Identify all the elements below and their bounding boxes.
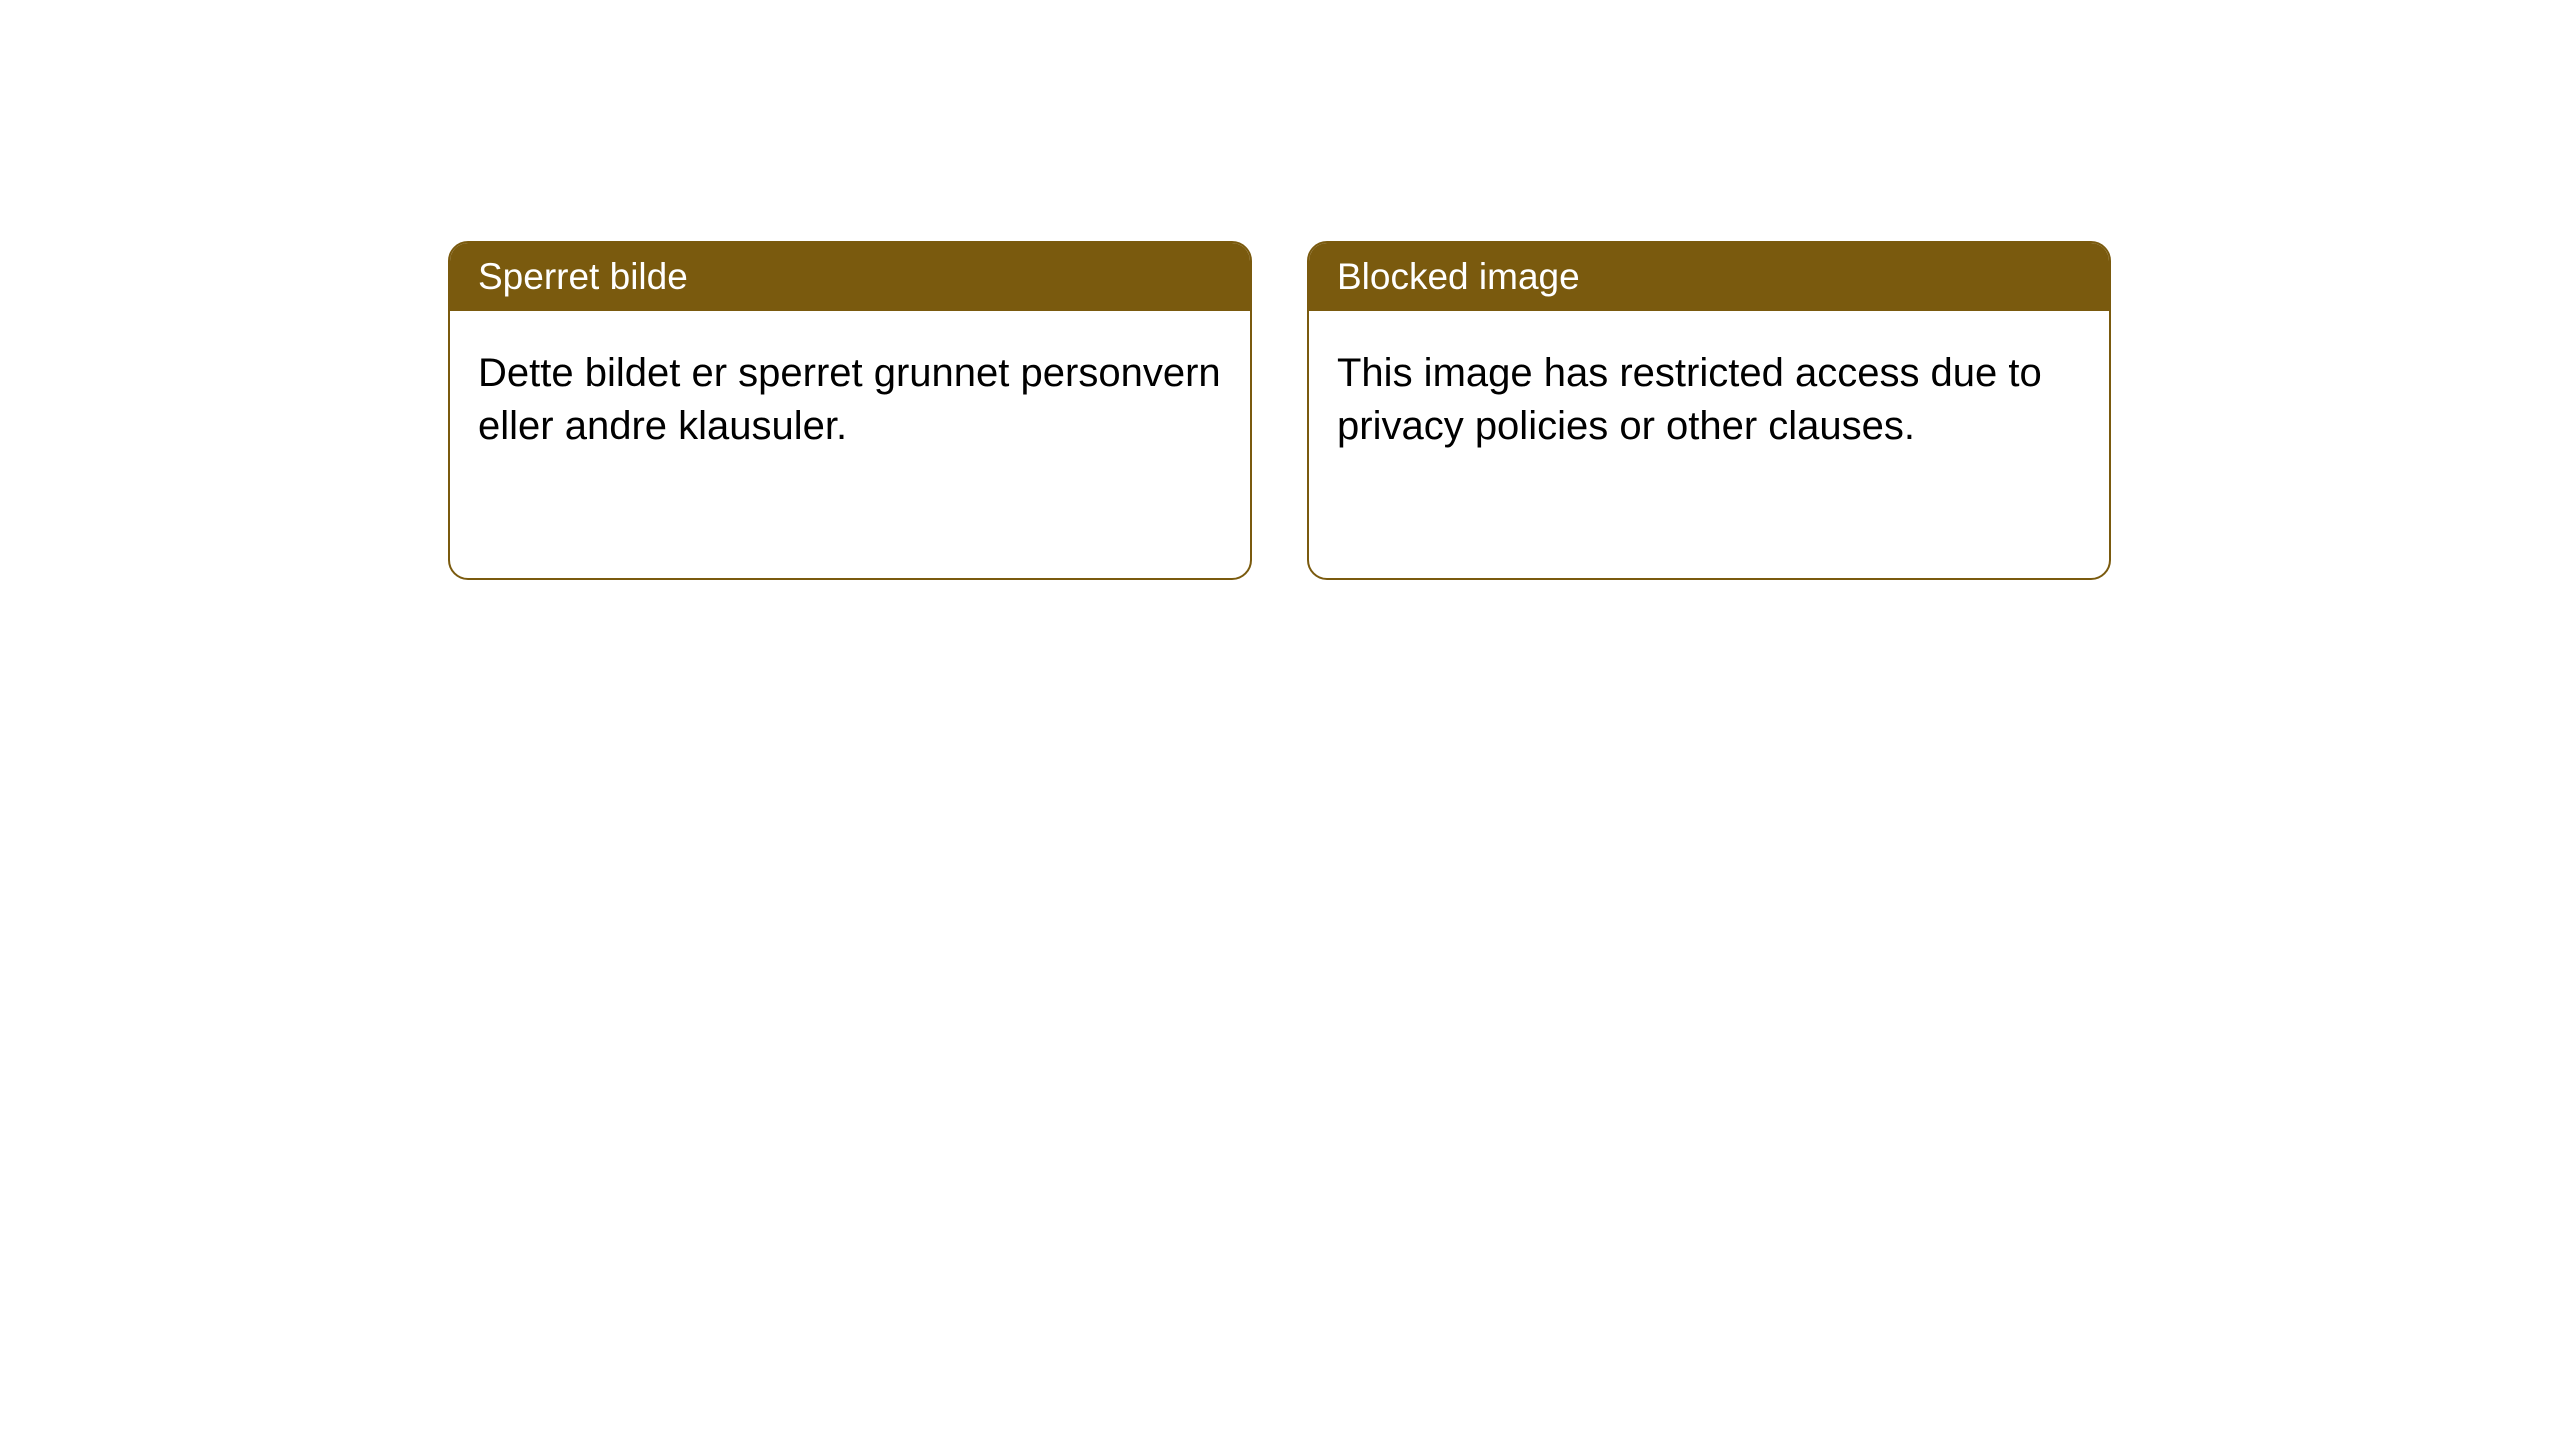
blocked-notice-card-norwegian: Sperret bilde Dette bildet er sperret gr… — [448, 241, 1252, 580]
card-body-norwegian: Dette bildet er sperret grunnet personve… — [450, 311, 1250, 578]
blocked-notice-card-english: Blocked image This image has restricted … — [1307, 241, 2111, 580]
card-body-english: This image has restricted access due to … — [1309, 311, 2109, 578]
card-title-norwegian: Sperret bilde — [450, 243, 1250, 311]
notice-container: Sperret bilde Dette bildet er sperret gr… — [0, 0, 2560, 580]
card-title-english: Blocked image — [1309, 243, 2109, 311]
